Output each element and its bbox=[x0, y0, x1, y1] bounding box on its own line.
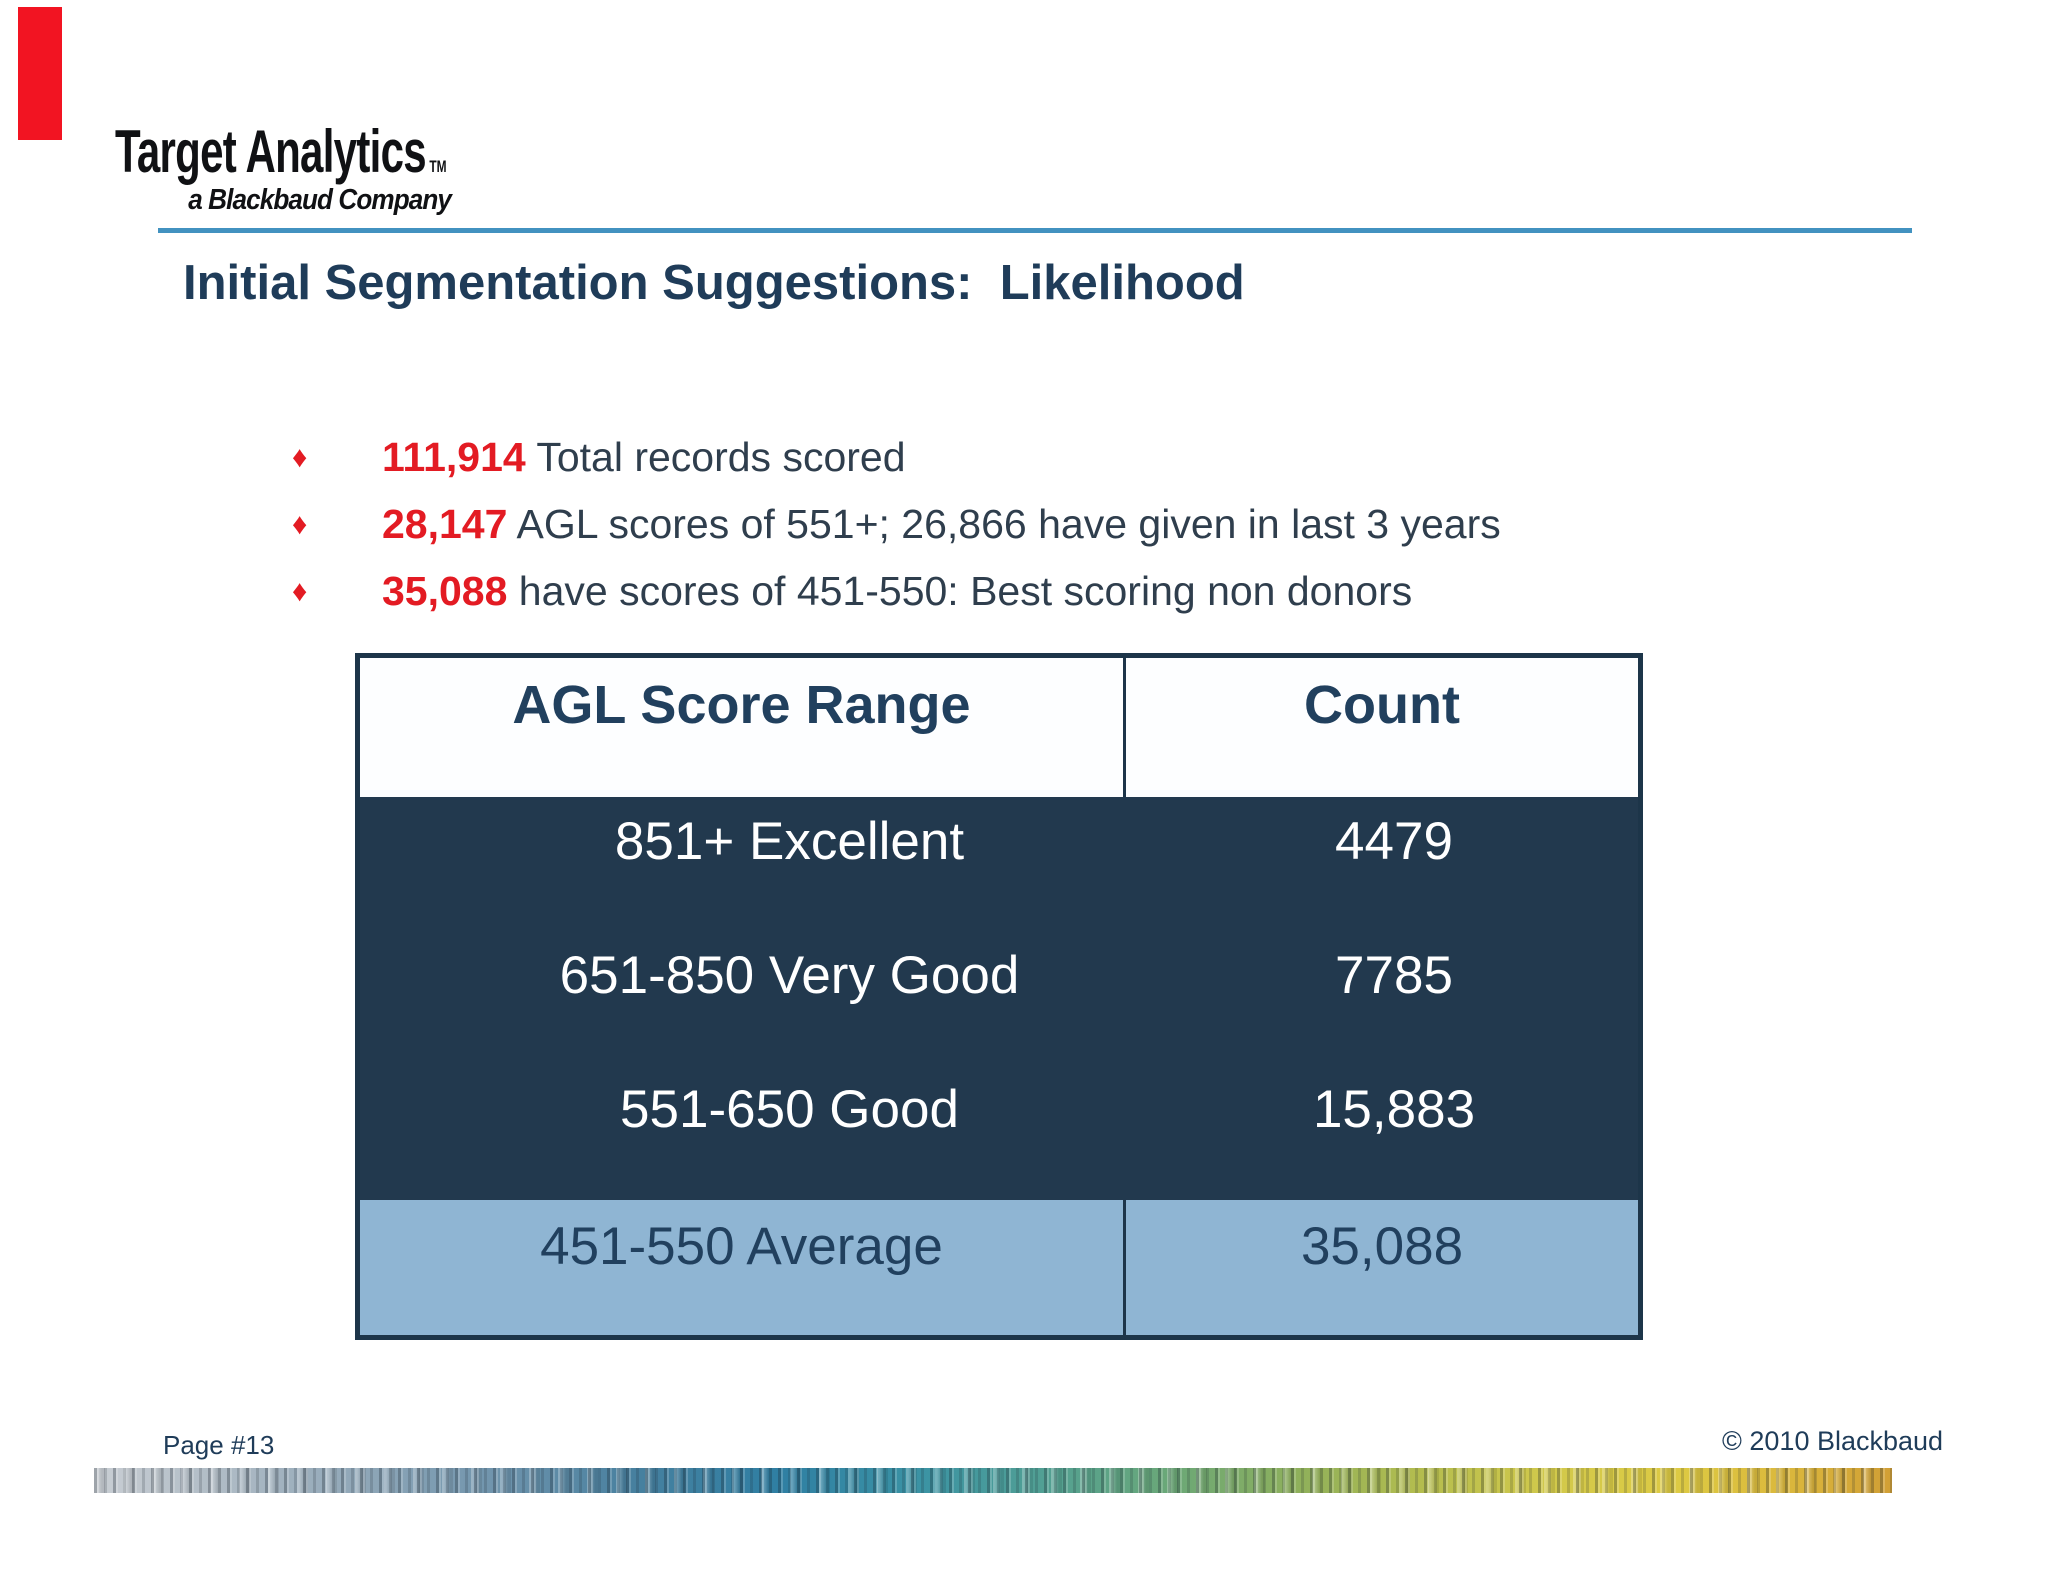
table-dark-section: 851+ Excellent 4479 651-850 Very Good 77… bbox=[360, 797, 1638, 1200]
logo-brand-name: Target Analytics bbox=[115, 118, 427, 185]
bullet-label: have scores of 451-550: Best scoring non… bbox=[507, 568, 1413, 614]
bullet-value: 111,914 bbox=[382, 434, 526, 480]
bullet-label: Total records scored bbox=[525, 434, 906, 480]
bullet-text: 111,914 Total records scored bbox=[382, 424, 1501, 491]
company-logo: Target Analytics TM a Blackbaud Company bbox=[115, 122, 452, 217]
trademark-icon: TM bbox=[429, 157, 447, 176]
logo-brand-text: Target Analytics TM bbox=[115, 122, 447, 182]
table-row: 551-650 Good 15,883 bbox=[360, 1065, 1638, 1199]
count-cell: 4479 bbox=[1335, 812, 1453, 871]
range-cell: 451-550 Average bbox=[360, 1200, 1126, 1335]
diamond-bullet-icon: ♦ bbox=[292, 508, 308, 541]
count-cell: 15,883 bbox=[1312, 1080, 1476, 1139]
bullet-text: 35,088 have scores of 451-550: Best scor… bbox=[382, 558, 1501, 625]
agl-score-table: AGL Score Range Count 851+ Excellent 447… bbox=[355, 653, 1643, 1340]
red-marker bbox=[18, 7, 62, 140]
page-number: Page #13 bbox=[163, 1430, 275, 1460]
bullet-item: ♦ 28,147 AGL scores of 551+; 26,866 have… bbox=[292, 491, 1501, 558]
bullet-value: 35,088 bbox=[382, 568, 508, 614]
table-row: 851+ Excellent 4479 bbox=[360, 797, 1638, 931]
bullet-item: ♦ 35,088 have scores of 451-550: Best sc… bbox=[292, 558, 1501, 625]
diamond-bullet-icon: ♦ bbox=[292, 575, 308, 608]
count-cell: 35,088 bbox=[1300, 1217, 1464, 1276]
header-divider-rule bbox=[158, 228, 1912, 233]
decorative-color-strip bbox=[94, 1468, 1892, 1493]
column-header-score-range: AGL Score Range bbox=[360, 658, 1126, 797]
bullet-text: 28,147 AGL scores of 551+; 26,866 have g… bbox=[382, 491, 1501, 558]
table-header-row: AGL Score Range Count bbox=[360, 658, 1638, 797]
range-cell: 651-850 Very Good bbox=[559, 946, 1020, 1005]
diamond-bullet-icon: ♦ bbox=[292, 441, 308, 474]
column-header-count: Count bbox=[1304, 675, 1460, 735]
bullet-value: 28,147 bbox=[382, 501, 508, 547]
table-row-highlight: 451-550 Average 35,088 bbox=[360, 1200, 1638, 1335]
bullet-list: ♦ 111,914 Total records scored ♦ 28,147 … bbox=[292, 424, 1501, 625]
count-cell: 7785 bbox=[1335, 946, 1453, 1005]
range-cell: 851+ Excellent bbox=[614, 812, 965, 871]
bullet-item: ♦ 111,914 Total records scored bbox=[292, 424, 1501, 491]
logo-tagline: a Blackbaud Company bbox=[188, 184, 452, 216]
table-row: 651-850 Very Good 7785 bbox=[360, 931, 1638, 1065]
range-cell: 551-650 Good bbox=[620, 1080, 959, 1139]
bullet-label: AGL scores of 551+; 26,866 have given in… bbox=[507, 501, 1501, 547]
page-title: Initial Segmentation Suggestions: Likeli… bbox=[183, 256, 1245, 310]
copyright-notice: © 2010 Blackbaud bbox=[1722, 1426, 1944, 1456]
